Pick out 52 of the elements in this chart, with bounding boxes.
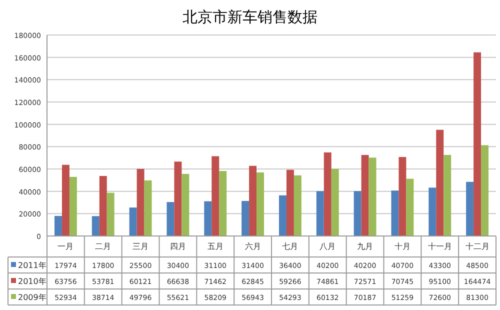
legend-label: 2009年 xyxy=(18,293,46,302)
x-tick-label: 十一月 xyxy=(428,242,452,251)
bar xyxy=(204,201,212,236)
bar xyxy=(129,208,137,236)
bar xyxy=(428,188,436,236)
bar xyxy=(444,154,452,236)
x-tick-label: 二月 xyxy=(95,242,112,251)
bar xyxy=(466,182,474,236)
bar xyxy=(182,174,190,236)
bar xyxy=(212,156,220,236)
x-tick-label: 八月 xyxy=(320,242,336,251)
legend-label: 2011年 xyxy=(18,261,46,270)
x-tick-label: 四月 xyxy=(170,242,186,251)
bar xyxy=(324,152,332,236)
x-tick-label: 一月 xyxy=(58,242,74,251)
bar xyxy=(406,178,414,236)
x-tick-label: 十二月 xyxy=(465,242,490,251)
bar xyxy=(62,164,70,236)
x-tick-label: 五月 xyxy=(207,242,224,251)
bar xyxy=(398,157,406,236)
x-tick-label: 三月 xyxy=(132,242,149,251)
bar xyxy=(242,200,250,236)
bar xyxy=(106,192,114,236)
bar xyxy=(294,175,302,236)
bar xyxy=(166,202,174,236)
bar xyxy=(249,166,257,236)
bar xyxy=(92,216,100,236)
bar xyxy=(368,158,376,236)
x-tick-label: 六月 xyxy=(244,242,261,251)
bar xyxy=(481,145,489,236)
legend-label: 2010年 xyxy=(18,277,46,286)
bar xyxy=(316,191,324,236)
bar xyxy=(174,162,182,236)
bar xyxy=(286,170,294,236)
bar xyxy=(361,154,369,236)
bar xyxy=(69,176,77,236)
bar xyxy=(99,176,107,236)
x-tick-label: 七月 xyxy=(282,242,298,251)
chart-title: 北京市新车销售数据 xyxy=(182,8,318,26)
bar xyxy=(136,168,144,236)
bar xyxy=(474,52,482,236)
bar xyxy=(391,190,399,236)
x-tick-label: 十月 xyxy=(394,242,410,251)
x-tick-label: 九月 xyxy=(357,242,374,251)
bar xyxy=(219,171,227,236)
bar xyxy=(54,216,62,236)
bar xyxy=(256,172,264,236)
bar xyxy=(354,191,362,236)
bar xyxy=(436,130,444,236)
bar xyxy=(278,195,286,236)
bar xyxy=(331,168,339,236)
bar xyxy=(144,180,152,236)
